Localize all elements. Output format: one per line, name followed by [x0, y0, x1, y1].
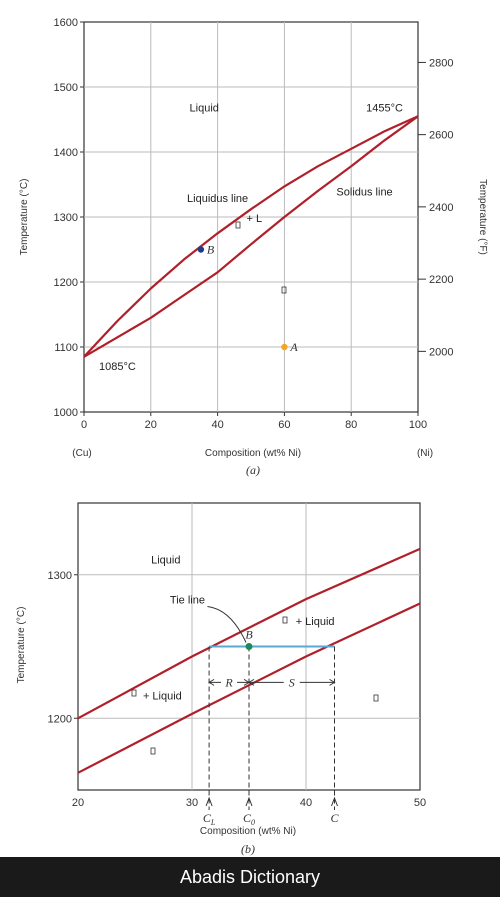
panel-a-y2-tick-label: 2400	[429, 202, 453, 214]
panel-a-x-tick-label: 60	[278, 419, 290, 431]
panel-a-x-left-label: (Cu)	[72, 448, 91, 459]
panel-a-point-b	[197, 246, 205, 253]
panel-a-points: BA	[197, 243, 298, 354]
panel-b-tie-line-leader	[207, 605, 247, 643]
panel-b-liquidus-curve	[77, 547, 421, 720]
panel-b-composition-arrow	[331, 796, 338, 807]
panel-b-annotation: + Liquid	[143, 691, 182, 703]
panel-b-point-label-b: B	[245, 628, 253, 642]
panel-b-x-axis-label: Composition (wt% Ni)	[200, 826, 296, 837]
panel-b-x-tick-label: 30	[186, 797, 198, 809]
panel-a-x-tick-label: 80	[345, 419, 357, 431]
panel-a-annotation: + L	[247, 213, 263, 225]
panel-a-alpha-region-symbol	[281, 286, 287, 294]
panel-b-alpha-region-symbol	[373, 694, 379, 702]
panel-a-solidus-curve	[83, 115, 419, 358]
panel-b-annotations: Liquid Tie line + Liquid + Liquid	[143, 554, 335, 702]
panel-b-composition-arrow	[205, 796, 213, 807]
panel-b-y-tick-label: 1300	[48, 570, 72, 582]
panel-b-x-tick-label: 40	[300, 797, 312, 809]
panel-b-x-tick-label: 20	[72, 797, 84, 809]
panel-a-y2-tick-label: 2000	[429, 346, 453, 358]
panel-b-composition-arrow	[245, 796, 253, 807]
panel-a-alpha-symbol	[235, 221, 241, 229]
panel-b-points: B	[245, 628, 253, 650]
panel-b-alpha-liquid-symbol	[282, 616, 288, 624]
panel-a-x-tick-label: 0	[81, 419, 87, 431]
panel-a-y-tick-label: 1300	[54, 212, 78, 224]
panel-a-ticks: 0 20 40 60 80 100 1000 1100 1200 1300 1400 1500 1600…	[54, 17, 454, 431]
panel-a-annotation: 1455°C	[366, 103, 403, 115]
panel-b-annotation: Tie line	[170, 594, 205, 606]
panel-a-point-label-a: A	[289, 340, 298, 354]
panel-a-y-tick-label: 1200	[54, 277, 78, 289]
panel-a-series	[83, 115, 419, 358]
panel-b-plot-frame	[77, 502, 421, 791]
panel-b-composition-label: CL	[203, 811, 216, 827]
panel-a-y2-tick-label: 2600	[429, 130, 453, 142]
panel-b-composition-label: C0	[243, 811, 255, 827]
panel-b-point-b	[245, 643, 253, 650]
panel-b-x-tick-label: 50	[414, 797, 426, 809]
panel-a-point-a	[281, 343, 288, 351]
panel-a-y2-axis-label: Temperature (°F)	[477, 179, 488, 255]
panel-b-ticks: 20 30 40 50 1200 1300	[48, 570, 427, 809]
panel-b-solidus-curve	[77, 602, 421, 774]
panel-a-x-right-label: (Ni)	[417, 448, 433, 459]
panel-a-y-tick-label: 1100	[54, 342, 78, 354]
panel-a-x-axis-label: Composition (wt% Ni)	[205, 448, 301, 459]
panel-b-series	[77, 547, 421, 774]
footer-banner: Abadis Dictionary	[0, 857, 500, 897]
panel-b-composition-label: C	[330, 811, 339, 825]
panel-b-segment-arrow	[208, 678, 215, 686]
panel-a-y-tick-label: 1500	[54, 82, 78, 94]
panel-a-y-axis-label: Temperature (°C)	[19, 179, 30, 256]
panel-a-grid	[84, 22, 418, 412]
panel-b-segment-arrow	[248, 678, 255, 686]
panel-a-x-tick-label: 40	[211, 419, 223, 431]
panel-a-y-tick-label: 1400	[54, 147, 78, 159]
panel-a-y-tick-label: 1000	[54, 407, 78, 419]
panel-b-y-tick-label: 1200	[48, 713, 72, 725]
panel-a-liquidus-curve	[83, 115, 419, 358]
panel-a-y-tick-label: 1600	[54, 17, 78, 29]
panel-a-y2-tick-label: 2800	[429, 57, 453, 69]
panel-b-chart: CL C0 C R S 20 30 40 50 1200 1300 B Liquid Tie lin…	[16, 502, 427, 856]
panel-b-tie-line-construction: CL C0 C R S	[203, 645, 339, 827]
panel-a-y2-tick-label: 2200	[429, 274, 453, 286]
panel-a-chart: 0 20 40 60 80 100 1000 1100 1200 1300 1400 1500 1600…	[19, 17, 488, 477]
panel-a-annotation: 1085°C	[99, 361, 136, 373]
panel-a-x-tick-label: 20	[145, 419, 157, 431]
panel-b-alpha-region-symbol-left	[150, 747, 156, 755]
panel-a-x-tick-label: 100	[409, 419, 427, 431]
panel-b-composition-subscript: L	[210, 818, 216, 827]
panel-a-annotation: Solidus line	[336, 187, 392, 199]
panel-a-label: (a)	[246, 463, 260, 477]
panel-b-segment-label-r: R	[224, 675, 233, 689]
panel-b-alpha-liquid-symbol-left	[131, 689, 137, 697]
panel-a-annotations: Liquid 1455°C Liquidus line Solidus line + L…	[99, 103, 403, 373]
panel-b-y-axis-label: Temperature (°C)	[16, 607, 27, 684]
panel-b-label: (b)	[241, 842, 255, 856]
panel-b-segment-arrow	[329, 678, 336, 686]
panel-a-annotation: Liquidus line	[187, 193, 248, 205]
panel-a-point-label-b: B	[207, 243, 215, 257]
panel-b-annotation: + Liquid	[296, 616, 335, 628]
footer-brand-text: Abadis Dictionary	[179, 866, 321, 887]
panel-b-composition-subscript: 0	[251, 818, 255, 827]
panel-b-segment-label-s: S	[289, 675, 295, 689]
panel-b-annotation: Liquid	[151, 554, 180, 566]
panel-a-annotation: Liquid	[190, 103, 219, 115]
